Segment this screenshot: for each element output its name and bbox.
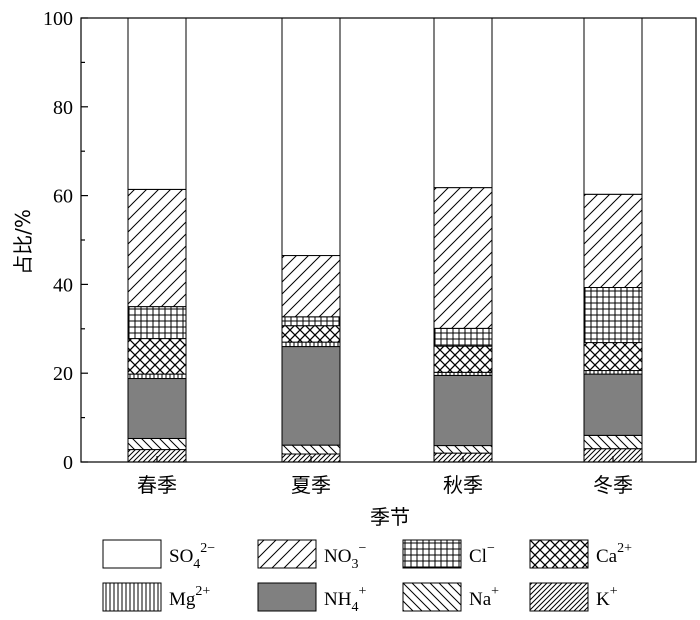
bar-segment-ca2-1 — [127, 338, 187, 375]
bar-segment-ca2-3 — [433, 345, 493, 373]
bar-segment-na-1 — [127, 437, 187, 451]
legend-item-6: NH4+ — [257, 582, 366, 615]
legend-item-1: SO42− — [102, 539, 215, 572]
legend-label: Mg2+ — [169, 584, 210, 610]
bar-segment-cl-3 — [433, 327, 493, 347]
bar-segment-nh4-4 — [583, 373, 643, 436]
bar-segment-cl-2 — [281, 316, 341, 327]
legend-label: NH4+ — [324, 584, 366, 615]
bar-segment-cl-1 — [127, 306, 187, 340]
y-axis: 0 20 40 60 80 100 — [43, 8, 88, 474]
bar-segment-mg2-2 — [281, 341, 341, 348]
legend-item-3: Cl− — [402, 539, 495, 569]
bar-segment-nh4-2 — [281, 346, 341, 446]
x-tick-label: 夏季 — [291, 473, 331, 497]
legend-swatch — [402, 539, 462, 569]
y-tick-label: 0 — [63, 452, 73, 474]
bar-segment-mg2-4 — [583, 370, 643, 375]
bar-segment-no3-2 — [281, 255, 341, 318]
bar-stack-4 — [583, 17, 643, 463]
legend-label: Cl− — [469, 541, 495, 567]
bar-segment-nh4-1 — [127, 378, 187, 439]
legend-label: Ca2+ — [596, 541, 632, 567]
x-tick-label: 秋季 — [443, 473, 483, 497]
bar-segment-na-3 — [433, 445, 493, 454]
bar-segment-no3-4 — [583, 193, 643, 289]
legend-label: SO42− — [169, 541, 215, 572]
bar-stack-1 — [127, 17, 187, 463]
y-tick-label: 100 — [43, 8, 73, 30]
legend-swatch — [102, 582, 162, 612]
legend-swatch — [529, 539, 589, 569]
legend-item-5: Mg2+ — [102, 582, 210, 612]
y-axis-title: 占比/% — [11, 209, 35, 275]
x-tick-label: 冬季 — [593, 473, 633, 497]
y-tick-label: 40 — [53, 274, 73, 296]
bar-segment-so42-4 — [583, 17, 643, 195]
legend-item-2: NO3− — [257, 539, 366, 572]
bar-stack-2 — [281, 17, 341, 463]
legend-item-8: K+ — [529, 582, 618, 612]
y-tick-label: 80 — [53, 97, 73, 119]
legend-label: K+ — [596, 584, 618, 610]
bar-segment-so42-1 — [127, 17, 187, 190]
legend-swatch — [402, 582, 462, 612]
legend-item-4: Ca2+ — [529, 539, 632, 569]
bar-segment-cl-4 — [583, 287, 643, 344]
bar-segment-no3-1 — [127, 188, 187, 308]
legend-label: Na+ — [469, 584, 499, 610]
x-axis-title: 季节 — [370, 505, 410, 529]
bar-segment-na-2 — [281, 444, 341, 455]
legend-item-7: Na+ — [402, 582, 499, 612]
plot-area — [80, 17, 697, 463]
x-axis: 春季 夏季 秋季 冬季 — [137, 456, 633, 497]
legend-swatch — [257, 539, 317, 569]
y-tick-label: 20 — [53, 363, 73, 385]
bar-segment-ca2-4 — [583, 342, 643, 372]
legend-label: NO3− — [324, 541, 366, 572]
bar-segment-no3-3 — [433, 187, 493, 329]
bar-stack-3 — [433, 17, 493, 463]
legend-swatch — [529, 582, 589, 612]
legend-swatch — [257, 582, 317, 612]
bar-segment-so42-3 — [433, 17, 493, 189]
bar-segment-mg2-1 — [127, 373, 187, 380]
y-tick-label: 60 — [53, 186, 73, 208]
legend-swatch — [102, 539, 162, 569]
bar-segment-so42-2 — [281, 17, 341, 257]
legend: SO42− NO3− Cl− Ca2+ Mg2+ NH4+ Na+ K+ — [102, 539, 632, 615]
bar-segment-nh4-3 — [433, 374, 493, 447]
bar-segment-na-4 — [583, 434, 643, 450]
bar-segment-ca2-2 — [281, 325, 341, 343]
x-tick-label: 春季 — [137, 473, 177, 497]
